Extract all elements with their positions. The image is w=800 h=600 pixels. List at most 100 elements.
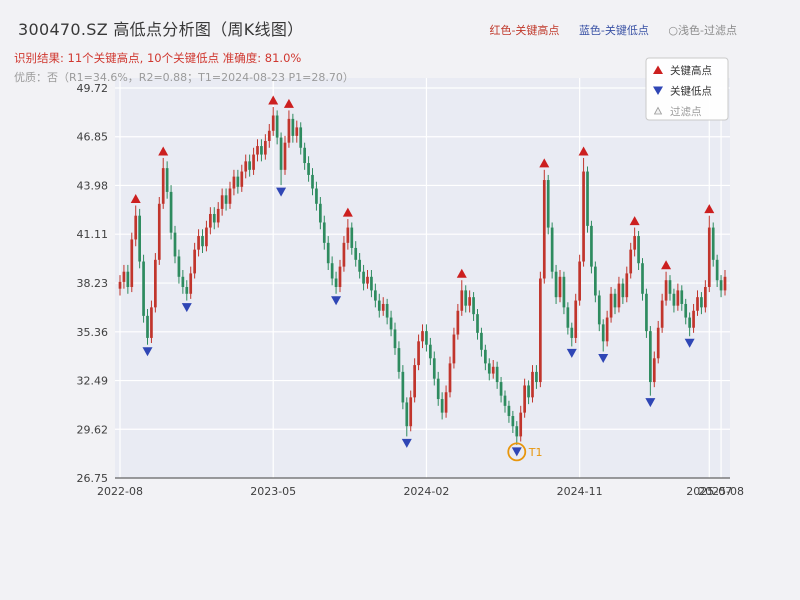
candle-body: [499, 382, 503, 396]
candle-body: [425, 331, 428, 345]
candle-body: [169, 191, 173, 233]
candle-body: [146, 315, 149, 338]
candle-body: [444, 392, 448, 413]
candle-body: [707, 227, 711, 287]
candle-body: [299, 127, 303, 148]
key-high-marker: [283, 98, 294, 108]
candle-body: [346, 227, 350, 243]
candle-body: [271, 115, 275, 131]
candle-body: [311, 174, 314, 189]
t1-circle: [507, 442, 527, 462]
candle-body: [130, 239, 134, 287]
candle-body: [515, 426, 519, 437]
candle-body: [625, 273, 629, 298]
candle-body: [165, 168, 169, 192]
candle-body: [535, 371, 538, 383]
key-high-marker: [342, 207, 353, 217]
y-tick-label: 32.49: [77, 375, 109, 388]
candle-body: [436, 378, 440, 400]
candle-body: [546, 180, 550, 228]
candle-body: [723, 276, 727, 291]
candle-body: [405, 402, 409, 427]
key-low-marker: [401, 438, 412, 448]
candle-body: [558, 276, 562, 298]
candle-body: [582, 171, 585, 262]
candle-body: [232, 176, 236, 189]
candle-body: [338, 266, 342, 287]
candle-body: [503, 395, 507, 406]
key-low-marker: [511, 447, 522, 457]
candle-body: [688, 317, 691, 328]
candle-body: [539, 278, 542, 383]
candle-body: [487, 363, 491, 374]
chart-legend-box: [645, 57, 729, 121]
candle-body: [605, 317, 609, 342]
candle-body: [637, 236, 640, 264]
y-tick-label: 38.23: [77, 277, 109, 290]
candle-body: [452, 334, 456, 364]
candle-body: [381, 303, 385, 311]
candle-body: [421, 331, 424, 342]
candle-body: [656, 327, 660, 359]
candle-body: [224, 195, 228, 204]
candle-body: [377, 300, 381, 311]
candle-body: [409, 397, 413, 427]
y-tick-label: 46.85: [77, 131, 109, 144]
candle-body: [590, 225, 593, 267]
candle-body: [448, 363, 452, 393]
candle-body: [527, 385, 530, 398]
candle-body: [715, 259, 719, 281]
candle-body: [562, 276, 566, 308]
candle-body: [491, 366, 495, 374]
candle-body: [385, 303, 389, 318]
candle-body: [531, 371, 534, 398]
candle-body: [228, 188, 232, 204]
candle-body: [429, 344, 432, 359]
candle-body: [649, 331, 652, 383]
candle-body: [480, 332, 483, 350]
candle-body: [550, 227, 554, 272]
candle-body: [417, 341, 420, 366]
candle-body: [413, 365, 416, 398]
top-legend: 红色-关键高点 蓝色-关键低点 ○浅色-过滤点: [473, 22, 737, 38]
x-tick-label: 2022-08: [97, 485, 143, 498]
key-high-marker: [158, 146, 169, 156]
candle-body: [554, 271, 558, 298]
y-tick-label: 26.75: [77, 472, 109, 485]
y-tick-label: 41.11: [77, 228, 109, 241]
candle-body: [291, 118, 295, 136]
top-legend-filtered-label: ○浅色-过滤点: [668, 24, 737, 37]
t1-label: T1: [528, 446, 543, 459]
key-low-marker: [684, 338, 695, 348]
candle-body: [696, 297, 699, 311]
key-high-marker: [268, 95, 279, 105]
candle-body: [476, 314, 479, 333]
x-tick-label: 2025-07: [686, 485, 732, 498]
candle-body: [362, 271, 365, 284]
candle-body: [216, 208, 220, 223]
candle-body: [248, 161, 251, 170]
candle-body: [256, 146, 259, 155]
key-high-marker: [539, 158, 550, 168]
x-tick-label: 2024-11: [557, 485, 603, 498]
candle-body: [154, 259, 157, 308]
candle-body: [472, 297, 475, 315]
candle-body: [260, 146, 263, 155]
candle-body: [432, 358, 436, 379]
candle-body: [511, 416, 515, 427]
candle-body: [354, 247, 358, 260]
y-tick-label: 43.98: [77, 179, 109, 192]
candle-body: [672, 293, 676, 306]
candle-body: [220, 195, 224, 209]
y-tick-label: 35.36: [77, 326, 109, 339]
candle-body: [264, 140, 267, 155]
candle-body: [633, 236, 636, 250]
candle-body: [609, 293, 613, 318]
candle-body: [680, 290, 684, 304]
candle-body: [597, 295, 601, 325]
candle-body: [236, 176, 240, 187]
candle-body: [177, 256, 181, 277]
key-high-marker: [578, 146, 589, 156]
